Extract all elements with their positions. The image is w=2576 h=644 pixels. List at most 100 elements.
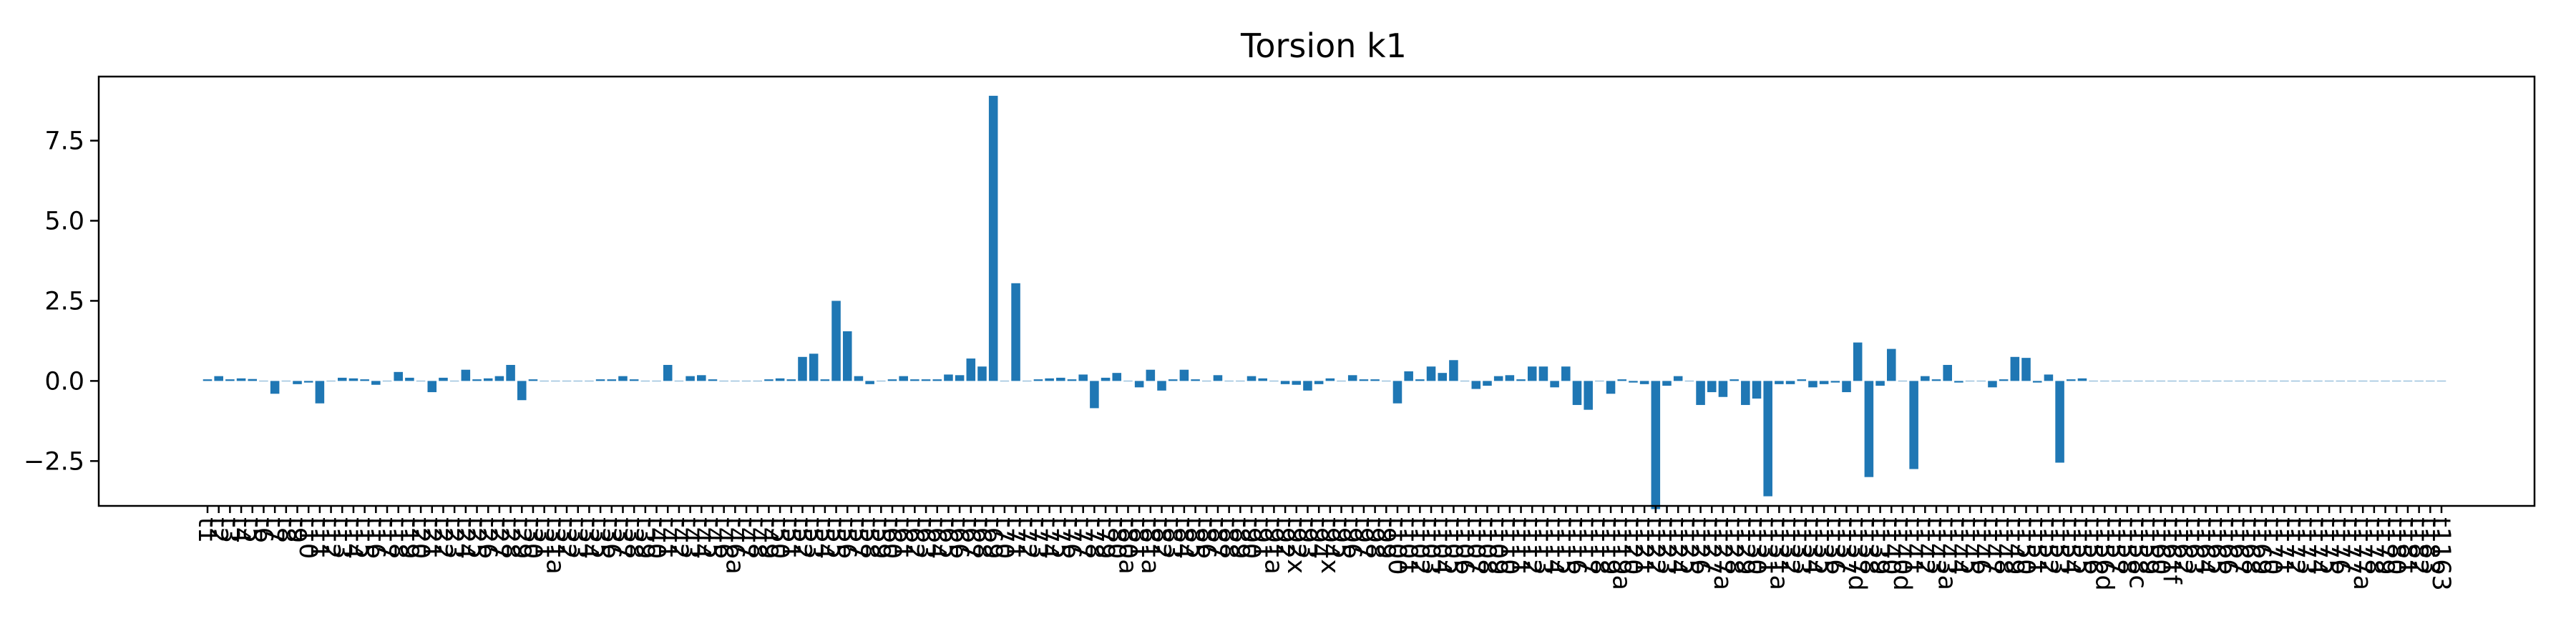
x-tick-label: t72	[1012, 517, 1040, 559]
x-tick-label: t27	[484, 517, 513, 559]
bar	[236, 378, 246, 381]
bar	[1191, 379, 1200, 381]
bar	[1775, 381, 1784, 384]
x-tick-label: t183	[2415, 517, 2444, 575]
bar	[371, 381, 381, 385]
bar	[1347, 375, 1357, 381]
x-tick-label: t29	[507, 517, 535, 559]
x-tick-label: t74	[1035, 517, 1063, 559]
bar	[248, 379, 258, 381]
bar	[1617, 379, 1627, 381]
x-tick-label: t161f	[2157, 517, 2185, 585]
x-tick-label: t177a	[2348, 517, 2376, 590]
x-tick-label: t30	[518, 517, 547, 559]
x-tick-label: t171	[2269, 517, 2298, 575]
bar	[1696, 381, 1705, 405]
y-tick-label: 0.0	[44, 367, 84, 396]
x-tick-label: t35	[585, 517, 614, 559]
chart-title: Torsion k1	[1240, 26, 1407, 65]
bar	[348, 378, 358, 381]
bar	[1707, 381, 1717, 393]
x-tick-label: t140	[1876, 517, 1905, 575]
bar	[1752, 381, 1762, 399]
x-tick-label: t119	[1596, 517, 1624, 575]
x-tick-label: t128	[1719, 517, 1748, 575]
x-tick-label: t163	[2180, 517, 2208, 575]
x-tick-label: t155	[2067, 517, 2096, 575]
x-tick-label: t36	[597, 517, 625, 559]
bar	[842, 331, 852, 381]
bar	[899, 376, 908, 381]
bar	[1741, 381, 1750, 405]
x-tick-label: t62	[899, 517, 928, 559]
bar	[775, 378, 785, 381]
x-tick-label: t111	[1506, 517, 1535, 575]
x-tick-label: t44	[686, 517, 715, 559]
bar	[270, 381, 280, 394]
bar	[607, 379, 617, 381]
bar	[472, 379, 482, 381]
x-tick-label: t127a	[1708, 517, 1737, 590]
x-tick-label: t132	[1775, 517, 1804, 575]
x-axis: t1t2t3t4t5t6t7t8t9t10t11t12t13t14t15t16t…	[192, 506, 2455, 591]
x-tick-label: t177	[2336, 517, 2365, 575]
x-tick-label: t126	[1686, 517, 1714, 575]
x-tick-label: t50	[765, 517, 794, 559]
x-tick-label: t57	[844, 517, 872, 559]
bar	[1392, 381, 1402, 404]
x-tick-label: t43	[675, 517, 704, 559]
bar	[595, 379, 605, 381]
bar	[764, 379, 774, 381]
bar	[506, 364, 515, 381]
bar	[955, 375, 965, 381]
bar	[1078, 374, 1088, 381]
x-tick-label: t80a	[1113, 517, 1141, 575]
bar	[337, 377, 347, 381]
x-tick-label: t97	[1349, 517, 1377, 559]
x-tick-label: t25	[462, 517, 491, 559]
x-tick-label: t125	[1674, 517, 1703, 575]
bar	[1584, 381, 1593, 410]
x-tick-label: t134	[1797, 517, 1826, 575]
bar	[697, 375, 706, 381]
bar	[708, 379, 718, 381]
x-tick-label: t88	[1214, 517, 1243, 559]
x-tick-label: t53	[799, 517, 827, 559]
x-tick-label: t141	[1899, 517, 1928, 575]
x-tick-label: t31	[530, 517, 558, 559]
bar	[1056, 377, 1065, 381]
y-axis: −2.5 0.0 2.5 5.0 7.5	[24, 127, 99, 476]
x-tick-label: t169	[2247, 517, 2275, 575]
x-tick-label: t117	[1574, 517, 1602, 575]
x-tick-label: t130	[1742, 517, 1770, 575]
bar	[809, 353, 819, 381]
x-tick-label: t152	[2034, 517, 2062, 575]
x-tick-label: t119a	[1607, 517, 1636, 590]
bar	[1550, 381, 1559, 388]
x-tick-label: t174	[2303, 517, 2331, 575]
x-tick-label: t91a	[1259, 517, 1287, 575]
x-tick-label: t9	[283, 517, 311, 543]
bar	[932, 379, 942, 381]
x-tick-label: t175	[2314, 517, 2343, 575]
x-tick-label: t115	[1551, 517, 1579, 575]
plot-frame	[97, 75, 2536, 507]
bar	[2032, 381, 2042, 383]
bar	[1864, 381, 1874, 477]
x-tick-label: t93	[1292, 517, 1321, 559]
bar	[2055, 381, 2064, 463]
bar	[439, 377, 448, 381]
bar	[663, 364, 673, 381]
bar	[394, 371, 403, 381]
x-tick-label: t95	[1327, 517, 1355, 559]
x-tick-label: t89	[1225, 517, 1254, 559]
bar	[1875, 381, 1885, 386]
bar	[315, 381, 325, 404]
bar	[1785, 381, 1795, 384]
x-tick-label: t112	[1517, 517, 1546, 575]
x-tick-label: t51	[776, 517, 805, 559]
x-tick-label: t12	[316, 517, 345, 559]
x-tick-label: t158c	[2123, 517, 2152, 589]
x-tick-label: t83	[1158, 517, 1186, 559]
x-tick-label: t140d	[1888, 517, 1916, 591]
